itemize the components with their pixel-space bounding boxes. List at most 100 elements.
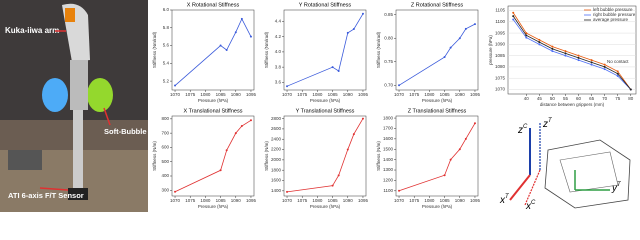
point <box>616 70 619 73</box>
plot-frame <box>171 115 255 197</box>
y-tick-label: 5.6 <box>163 43 170 48</box>
point <box>219 44 222 47</box>
arrow <box>103 107 111 126</box>
axis-label: zT <box>542 118 553 130</box>
x-tick-label: 1095 <box>470 198 481 203</box>
y-tick-label: 4.0 <box>275 49 282 54</box>
x-tick-label: 1095 <box>246 198 257 203</box>
y-tick-label: 5.2 <box>163 78 170 83</box>
chart-title: X Translational Stiffness <box>184 108 243 114</box>
point <box>361 117 364 120</box>
axis-label: xT <box>499 194 510 206</box>
point <box>240 125 243 127</box>
x-axis-label: Pressure (hPa) <box>422 204 453 209</box>
x-tick-label: 1080 <box>200 198 211 203</box>
y-axis-label: Stiffness (Nm/rad) <box>152 31 157 68</box>
x-tick-label: 1075 <box>409 92 420 97</box>
plot-frame <box>283 9 367 91</box>
y-tick-label: 2200 <box>271 147 282 152</box>
x-tick-label: 1090 <box>231 198 242 203</box>
x-tick-label: 1090 <box>343 92 354 97</box>
y-axis-label: Stiffness (N/m) <box>152 141 157 171</box>
y-tick-label: 800 <box>161 116 169 121</box>
x-tick-label: 1090 <box>231 92 242 97</box>
plot-frame <box>507 5 637 95</box>
x-tick-label: 40 <box>524 96 530 101</box>
point <box>240 17 243 20</box>
y-axis-label: Stiffness (N/m) <box>264 141 269 171</box>
point <box>616 74 619 77</box>
x-tick-label: 1085 <box>440 198 451 203</box>
y-tick-label: 1080 <box>495 64 506 69</box>
point <box>174 84 177 87</box>
point <box>234 132 237 135</box>
point <box>443 174 446 177</box>
point <box>564 54 567 57</box>
arrow <box>39 187 69 191</box>
legend-label: average pressure <box>593 17 629 22</box>
x-tick-label: 1075 <box>185 198 196 203</box>
y-tick-label: 600 <box>161 145 169 150</box>
point <box>249 35 252 38</box>
point <box>331 66 334 69</box>
x-axis-label: Pressure (hPa) <box>310 204 341 209</box>
x-tick-label: 1080 <box>312 92 323 97</box>
series-line <box>398 123 476 192</box>
point <box>512 11 515 14</box>
x-tick-label: 1070 <box>170 92 181 97</box>
annotation: No contact <box>607 59 629 64</box>
axis-label: yT <box>611 182 622 194</box>
point <box>458 148 461 151</box>
box <box>8 150 42 170</box>
x-tick-label: 1075 <box>409 198 420 203</box>
gripper <box>70 60 88 110</box>
x-axis-label: Pressure (hPa) <box>198 204 229 209</box>
y-tick-label: 0.85 <box>384 12 393 17</box>
x-tick-label: 1095 <box>358 92 369 97</box>
x-tick-label: 1075 <box>297 92 308 97</box>
point <box>286 190 289 193</box>
photo-label: Kuka-iiwa arm <box>5 26 59 35</box>
series-line <box>512 19 632 90</box>
point <box>603 63 606 66</box>
y-tick-label: 1600 <box>383 136 394 141</box>
point <box>337 69 340 72</box>
legend-label: left bubble pressure <box>593 7 633 12</box>
x-tick-label: 75 <box>615 96 621 101</box>
photo: Kuka-iiwa arm Soft-Bubble Hand ATI 6-axi… <box>0 0 168 212</box>
point <box>577 54 580 57</box>
point <box>352 28 355 31</box>
point <box>538 43 541 46</box>
point <box>512 18 515 21</box>
x-tick-label: 60 <box>576 96 582 101</box>
bubble-right <box>87 78 113 112</box>
y-tick-label: 3.8 <box>275 64 282 69</box>
x-tick-label: 1090 <box>343 198 354 203</box>
x-tick-label: 1080 <box>312 198 323 203</box>
y-tick-label: 5.8 <box>163 25 170 30</box>
x-tick-label: 1080 <box>200 92 211 97</box>
point <box>538 41 541 44</box>
plot-frame <box>395 9 479 91</box>
y-tick-label: 2400 <box>271 136 282 141</box>
photo-label: ATI 6-axis F/T Sensor <box>8 191 84 200</box>
y-tick-label: 1800 <box>383 115 394 120</box>
series-line <box>398 23 476 86</box>
point <box>464 27 467 30</box>
x-tick-label: 1070 <box>170 198 181 203</box>
y-tick-label: 4.2 <box>275 34 282 39</box>
x-axis-label: distance between grippers (mm) <box>540 102 605 107</box>
axis-label: zC <box>517 124 528 136</box>
y-tick-label: 0.75 <box>384 59 393 64</box>
point <box>361 12 364 15</box>
point <box>538 38 541 41</box>
point <box>590 61 593 64</box>
diagram: zC zT xT yT xC <box>499 118 631 212</box>
y-tick-label: 0.80 <box>384 35 393 40</box>
y-tick-label: 500 <box>161 159 169 164</box>
y-tick-label: 300 <box>161 187 169 192</box>
y-tick-label: 1095 <box>495 30 506 35</box>
x-tick-label: 80 <box>628 96 634 101</box>
gripper-inner <box>559 151 619 193</box>
y-tick-label: 1500 <box>383 146 394 151</box>
